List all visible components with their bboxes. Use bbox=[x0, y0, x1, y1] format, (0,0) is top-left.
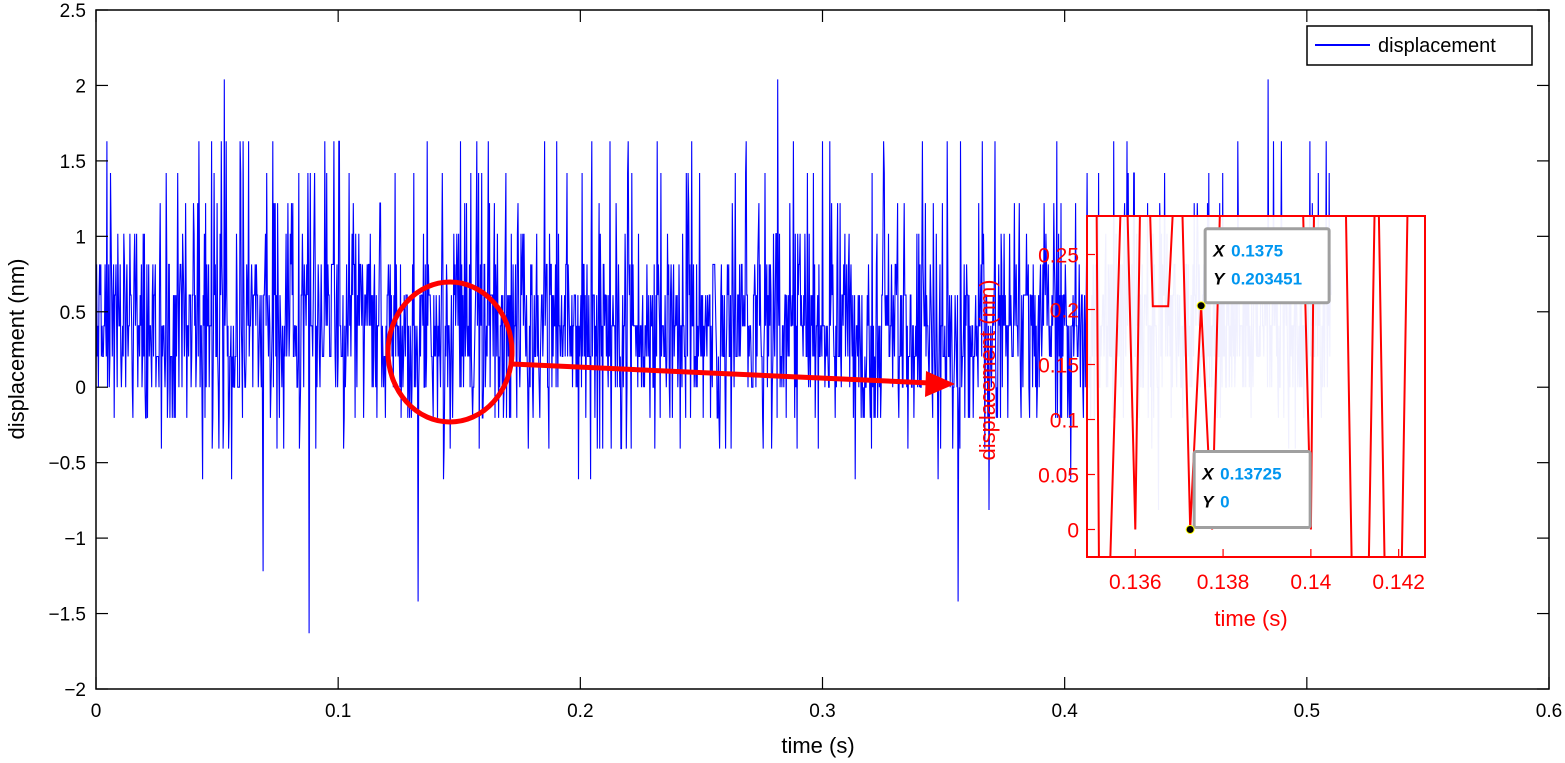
main-x-tick-label: 0.5 bbox=[1294, 701, 1320, 722]
main-y-tick-label: 2 bbox=[75, 76, 86, 97]
inset-y-tick-label: 0.15 bbox=[1038, 355, 1079, 378]
main-x-axis-title: time (s) bbox=[781, 733, 854, 758]
datatip-box bbox=[1192, 450, 1312, 529]
datatip-x-value: 0.13725 bbox=[1220, 465, 1281, 484]
main-y-tick-label: 0 bbox=[75, 378, 86, 399]
inset-x-tick-label: 0.14 bbox=[1290, 571, 1331, 594]
main-y-tick-label: −1 bbox=[64, 529, 86, 550]
main-x-tick-label: 0 bbox=[91, 701, 102, 722]
inset-y-tick-label: 0.1 bbox=[1050, 410, 1079, 433]
inset-axes-box bbox=[1086, 215, 1426, 558]
inset-y-axis-title: displacement (nm) bbox=[975, 280, 1000, 461]
datatip-box bbox=[1203, 227, 1331, 305]
datatip-marker[interactable] bbox=[1196, 301, 1206, 311]
inset-plot: 0.136 0.138 0.14 0.142 00.050.10.150.20.25 … bbox=[975, 215, 1426, 631]
zoom-arrow-head bbox=[925, 371, 955, 397]
legend: displacement bbox=[1306, 25, 1533, 66]
inset-x-tick-label: 0.142 bbox=[1372, 571, 1425, 594]
datatip-y-label: Y bbox=[1213, 270, 1226, 289]
main-y-tick-label: 0.5 bbox=[60, 303, 86, 324]
inset-x-axis-title: time (s) bbox=[1214, 606, 1287, 631]
main-y-tick-label: −2 bbox=[64, 680, 86, 701]
datatip[interactable]: X 0.13725 Y 0 bbox=[1185, 450, 1312, 534]
datatip-x-value: 0.1375 bbox=[1231, 242, 1283, 261]
datatip-y-value: 0 bbox=[1220, 493, 1229, 512]
datatip-x-label: X bbox=[1212, 242, 1226, 261]
inset-y-axis: 0 0.05 0.1 0.15 0.2 0.25 bbox=[1038, 245, 1095, 543]
main-y-axis: −2 −1.5 −1 −0.5 0 0.5 1 1.5 2 2.5 bbox=[48, 1, 1549, 701]
datatip-marker[interactable] bbox=[1185, 525, 1195, 534]
main-plot: 0 0.1 0.2 0.3 0.4 0.5 0.6 −2 −1.5 −1 −0.5 0 0.5 1 1.5… bbox=[4, 1, 1562, 758]
inset-y-tick-label: 0.25 bbox=[1038, 245, 1079, 268]
main-x-tick-label: 0.1 bbox=[325, 701, 351, 722]
main-y-axis-title: displacement (nm) bbox=[4, 259, 29, 440]
zoom-arrow-shaft bbox=[511, 361, 931, 386]
inset-x-tick-label: 0.136 bbox=[1109, 571, 1162, 594]
zoom-annotation bbox=[385, 279, 955, 425]
main-y-tick-label: 1 bbox=[75, 227, 86, 248]
inset-x-tick-label: 0.138 bbox=[1197, 571, 1250, 594]
main-x-axis: 0 0.1 0.2 0.3 0.4 0.5 0.6 bbox=[91, 10, 1562, 722]
datatip-y-value: 0.203451 bbox=[1231, 270, 1302, 289]
inset-y-tick-label: 0 bbox=[1067, 520, 1079, 543]
zoom-highlight-circle bbox=[385, 279, 515, 425]
main-y-tick-label: −0.5 bbox=[48, 454, 86, 475]
main-y-tick-label: −1.5 bbox=[48, 605, 86, 626]
datatip[interactable]: X 0.1375 Y 0.203451 bbox=[1196, 227, 1331, 311]
inset-y-tick-label: 0.05 bbox=[1038, 465, 1079, 488]
inset-line-path bbox=[1095, 216, 1409, 557]
inset-series-line bbox=[1095, 216, 1409, 557]
main-x-tick-label: 0.3 bbox=[809, 701, 835, 722]
datatip-y-label: Y bbox=[1202, 493, 1215, 512]
main-x-tick-label: 0.2 bbox=[567, 701, 593, 722]
main-x-tick-label: 0.6 bbox=[1536, 701, 1562, 722]
legend-entry-displacement: displacement bbox=[1378, 35, 1496, 57]
inset-y-tick-label: 0.2 bbox=[1050, 300, 1079, 323]
main-y-tick-label: 2.5 bbox=[60, 1, 86, 22]
datatip-x-label: X bbox=[1201, 465, 1215, 484]
main-y-tick-label: 1.5 bbox=[60, 152, 86, 173]
inset-x-axis: 0.136 0.138 0.14 0.142 bbox=[1109, 549, 1425, 594]
main-x-tick-label: 0.4 bbox=[1051, 701, 1078, 722]
